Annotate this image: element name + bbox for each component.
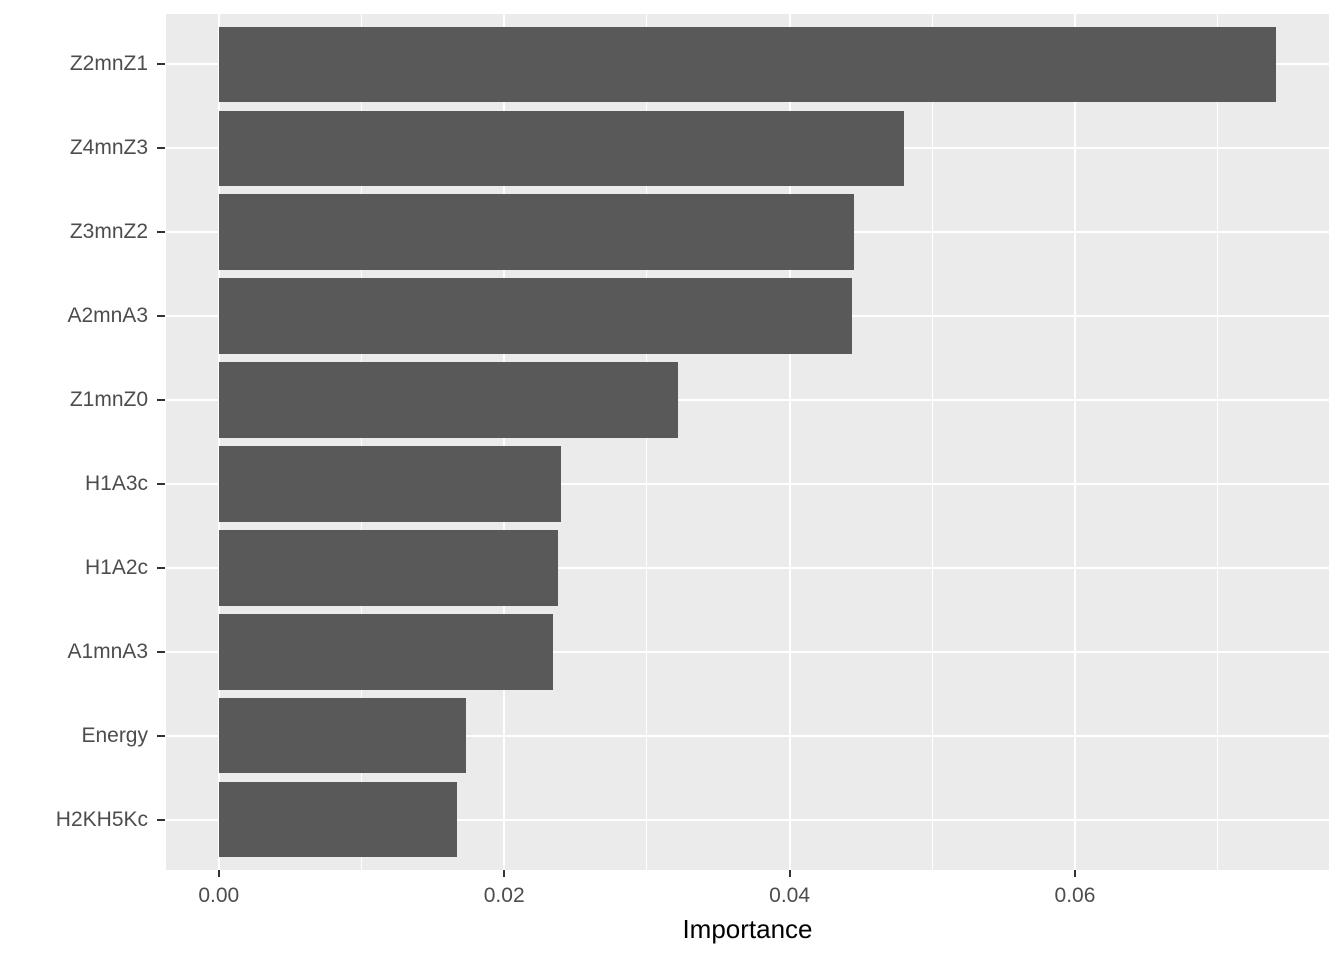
bar-A2mnA3 xyxy=(218,278,853,354)
y-axis-label-Z3mnZ2: Z3mnZ2 xyxy=(69,220,148,244)
y-axis-label-Energy: Energy xyxy=(81,723,148,747)
x-axis-title: Importance xyxy=(682,914,813,944)
y-tick-mark xyxy=(157,231,165,234)
y-tick-mark xyxy=(157,399,165,402)
bar-Energy xyxy=(218,697,466,774)
bar-H1A3c xyxy=(218,446,562,522)
minor-gridline-x xyxy=(931,14,933,870)
x-tick-mark xyxy=(1073,870,1076,877)
x-axis-tick-label: 0.04 xyxy=(769,884,811,907)
plot-panel xyxy=(166,14,1329,870)
y-tick-mark xyxy=(157,650,165,653)
bar-Z4mnZ3 xyxy=(218,110,904,187)
y-tick-mark xyxy=(157,63,165,66)
bar-A1mnA3 xyxy=(218,614,553,690)
x-axis-tick-label: 0.00 xyxy=(198,884,240,907)
bar-Z1mnZ0 xyxy=(218,362,679,438)
y-axis-label-Z2mnZ1: Z2mnZ1 xyxy=(69,52,148,76)
x-tick-mark xyxy=(217,870,220,877)
major-gridline-y xyxy=(166,650,1329,653)
bar-Z2mnZ1 xyxy=(218,26,1277,103)
bar-Z3mnZ2 xyxy=(218,194,854,270)
bars-layer xyxy=(166,14,1329,870)
major-gridline-y xyxy=(166,482,1329,485)
y-axis-label-H1A3c: H1A3c xyxy=(84,471,148,495)
bar-H1A2c xyxy=(218,530,559,606)
minor-gridline-x xyxy=(1217,14,1219,870)
y-tick-mark xyxy=(157,566,165,569)
minor-gridline-x xyxy=(646,14,648,870)
y-tick-mark xyxy=(157,818,165,821)
major-gridline-y xyxy=(166,734,1329,737)
y-axis-label-H1A2c: H1A2c xyxy=(84,555,148,579)
y-tick-mark xyxy=(157,734,165,737)
bar-H2KH5Kc xyxy=(218,781,458,858)
x-axis-tick-label: 0.06 xyxy=(1054,884,1096,907)
major-gridline-x xyxy=(788,14,791,870)
minor-gridline-x xyxy=(360,14,362,870)
y-tick-mark xyxy=(157,482,165,485)
y-axis-label-H2KH5Kc: H2KH5Kc xyxy=(55,807,148,831)
major-gridline-x xyxy=(217,14,220,870)
major-gridline-y xyxy=(166,566,1329,569)
y-axis-label-Z4mnZ3: Z4mnZ3 xyxy=(69,136,148,160)
y-axis-label-A2mnA3: A2mnA3 xyxy=(67,304,148,328)
x-axis-tick-label: 0.02 xyxy=(483,884,525,907)
y-axis-label-Z1mnZ0: Z1mnZ0 xyxy=(69,388,148,412)
y-axis-label-A1mnA3: A1mnA3 xyxy=(67,639,148,663)
major-gridline-x xyxy=(1073,14,1076,870)
y-tick-mark xyxy=(157,315,165,318)
x-tick-mark xyxy=(788,870,791,877)
x-tick-mark xyxy=(503,870,506,877)
major-gridline-y xyxy=(166,818,1329,821)
major-gridline-x xyxy=(503,14,506,870)
y-tick-mark xyxy=(157,147,165,150)
major-gridline-y xyxy=(166,399,1329,402)
